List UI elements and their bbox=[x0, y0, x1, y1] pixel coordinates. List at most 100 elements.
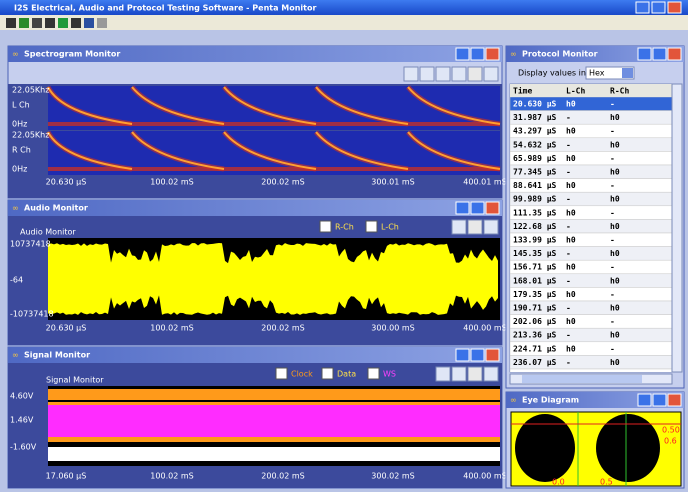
toolbar-button[interactable] bbox=[19, 18, 29, 28]
panel-icon: ∞ bbox=[510, 396, 517, 405]
table-cell: 236.07 µS bbox=[513, 358, 557, 367]
plot-tool-button[interactable] bbox=[452, 367, 466, 381]
channel-label: R-Ch bbox=[335, 223, 354, 232]
close-button[interactable] bbox=[486, 349, 499, 361]
table-cell: 213.36 µS bbox=[513, 331, 557, 340]
toolbar-button[interactable] bbox=[97, 18, 107, 28]
minimize-button[interactable] bbox=[638, 48, 651, 60]
table-cell: h0 bbox=[566, 181, 576, 190]
axis-label: L Ch bbox=[12, 101, 30, 110]
axis-label: -1.60V bbox=[10, 443, 37, 452]
axis-label: 300.00 mS bbox=[371, 324, 414, 333]
axis-label: 0Hz bbox=[12, 120, 27, 129]
table-cell: 133.99 µS bbox=[513, 236, 557, 245]
maximize-button[interactable] bbox=[653, 48, 666, 60]
toolbar-button[interactable] bbox=[84, 18, 94, 28]
table-cell: 88.641 µS bbox=[513, 181, 557, 190]
plot-tool-button[interactable] bbox=[436, 67, 450, 81]
table-cell: h0 bbox=[610, 276, 620, 285]
window-title: I2S Electrical, Audio and Protocol Testi… bbox=[14, 4, 316, 13]
table-cell: h0 bbox=[566, 344, 576, 353]
axis-label: 20.630 µS bbox=[46, 178, 87, 187]
table-cell: h0 bbox=[610, 168, 620, 177]
minimize-button[interactable] bbox=[456, 48, 469, 60]
maximize-button[interactable] bbox=[471, 48, 484, 60]
plot-tool-button[interactable] bbox=[404, 67, 418, 81]
plot-title: Audio Monitor bbox=[20, 228, 76, 237]
maximize-button[interactable] bbox=[652, 2, 665, 13]
axis-label: 0Hz bbox=[12, 165, 27, 174]
channel-label: L-Ch bbox=[381, 223, 399, 232]
table-cell: - bbox=[610, 208, 615, 217]
table-cell: 202.06 µS bbox=[513, 317, 557, 326]
toolbar-button[interactable] bbox=[58, 18, 68, 28]
table-cell: 156.71 µS bbox=[513, 263, 557, 272]
v-scrollbar[interactable] bbox=[672, 84, 682, 372]
table-cell: h0 bbox=[610, 195, 620, 204]
panel-icon: ∞ bbox=[510, 50, 517, 59]
select-arrow[interactable] bbox=[622, 68, 633, 78]
table-cell: - bbox=[566, 140, 571, 149]
data-trace bbox=[48, 447, 500, 461]
table-cell: h0 bbox=[610, 140, 620, 149]
axis-label: 100.02 mS bbox=[150, 324, 193, 333]
panel-title: Protocol Monitor bbox=[522, 50, 598, 59]
close-button[interactable] bbox=[668, 2, 681, 13]
table-cell: 77.345 µS bbox=[513, 168, 557, 177]
minimize-button[interactable] bbox=[638, 394, 651, 406]
maximize-button[interactable] bbox=[471, 202, 484, 214]
axis-label: 22.05Khz bbox=[12, 86, 49, 95]
panel-title: Spectrogram Monitor bbox=[24, 50, 120, 59]
axis-label: 20.630 µS bbox=[46, 324, 87, 333]
minimize-button[interactable] bbox=[456, 349, 469, 361]
channel-checkbox[interactable] bbox=[366, 221, 377, 232]
toolbar-button[interactable] bbox=[45, 18, 55, 28]
channel-checkbox[interactable] bbox=[276, 368, 287, 379]
close-button[interactable] bbox=[668, 394, 681, 406]
plot-tool-button[interactable] bbox=[484, 220, 498, 234]
plot-tool-button[interactable] bbox=[468, 67, 482, 81]
minimize-button[interactable] bbox=[636, 2, 649, 13]
plot-tool-button[interactable] bbox=[436, 367, 450, 381]
close-button[interactable] bbox=[486, 202, 499, 214]
plot-tool-button[interactable] bbox=[484, 367, 498, 381]
table-cell: - bbox=[610, 317, 615, 326]
axis-label: 17.060 µS bbox=[46, 472, 87, 481]
table-cell: h0 bbox=[566, 127, 576, 136]
page: I2S Electrical, Audio and Protocol Testi… bbox=[0, 0, 688, 492]
close-button[interactable] bbox=[668, 48, 681, 60]
h-scroll-thumb[interactable] bbox=[522, 375, 642, 383]
table-cell: - bbox=[566, 358, 571, 367]
table-cell: - bbox=[610, 127, 615, 136]
maximize-button[interactable] bbox=[471, 349, 484, 361]
plot-tool-button[interactable] bbox=[484, 67, 498, 81]
axis-label: 200.02 mS bbox=[261, 178, 304, 187]
axis-label: 200.02 mS bbox=[261, 472, 304, 481]
axis-label: 22.05Khz bbox=[12, 131, 49, 140]
close-button[interactable] bbox=[486, 48, 499, 60]
plot-title: Signal Monitor bbox=[46, 376, 104, 385]
minimize-button[interactable] bbox=[456, 202, 469, 214]
maximize-button[interactable] bbox=[653, 394, 666, 406]
channel-checkbox[interactable] bbox=[368, 368, 379, 379]
plot-tool-button[interactable] bbox=[420, 67, 434, 81]
toolbar-button[interactable] bbox=[32, 18, 42, 28]
table-cell: h0 bbox=[566, 154, 576, 163]
panel-icon: ∞ bbox=[12, 204, 19, 213]
channel-checkbox[interactable] bbox=[322, 368, 333, 379]
channel-checkbox[interactable] bbox=[320, 221, 331, 232]
axis-label: 300.01 mS bbox=[371, 178, 414, 187]
table-cell: 20.630 µS bbox=[513, 100, 557, 109]
toolbar-button[interactable] bbox=[6, 18, 16, 28]
plot-tool-button[interactable] bbox=[468, 367, 482, 381]
table-cell: 168.01 µS bbox=[513, 276, 557, 285]
channel-label: Data bbox=[337, 370, 356, 379]
panel-title: Eye Diagram bbox=[522, 396, 579, 405]
axis-label: 4.60V bbox=[10, 392, 34, 401]
plot-tool-button[interactable] bbox=[468, 220, 482, 234]
toolbar-button[interactable] bbox=[71, 18, 81, 28]
plot-tool-button[interactable] bbox=[452, 220, 466, 234]
table-cell: 31.987 µS bbox=[513, 113, 557, 122]
plot-tool-button[interactable] bbox=[452, 67, 466, 81]
table-cell: - bbox=[566, 249, 571, 258]
